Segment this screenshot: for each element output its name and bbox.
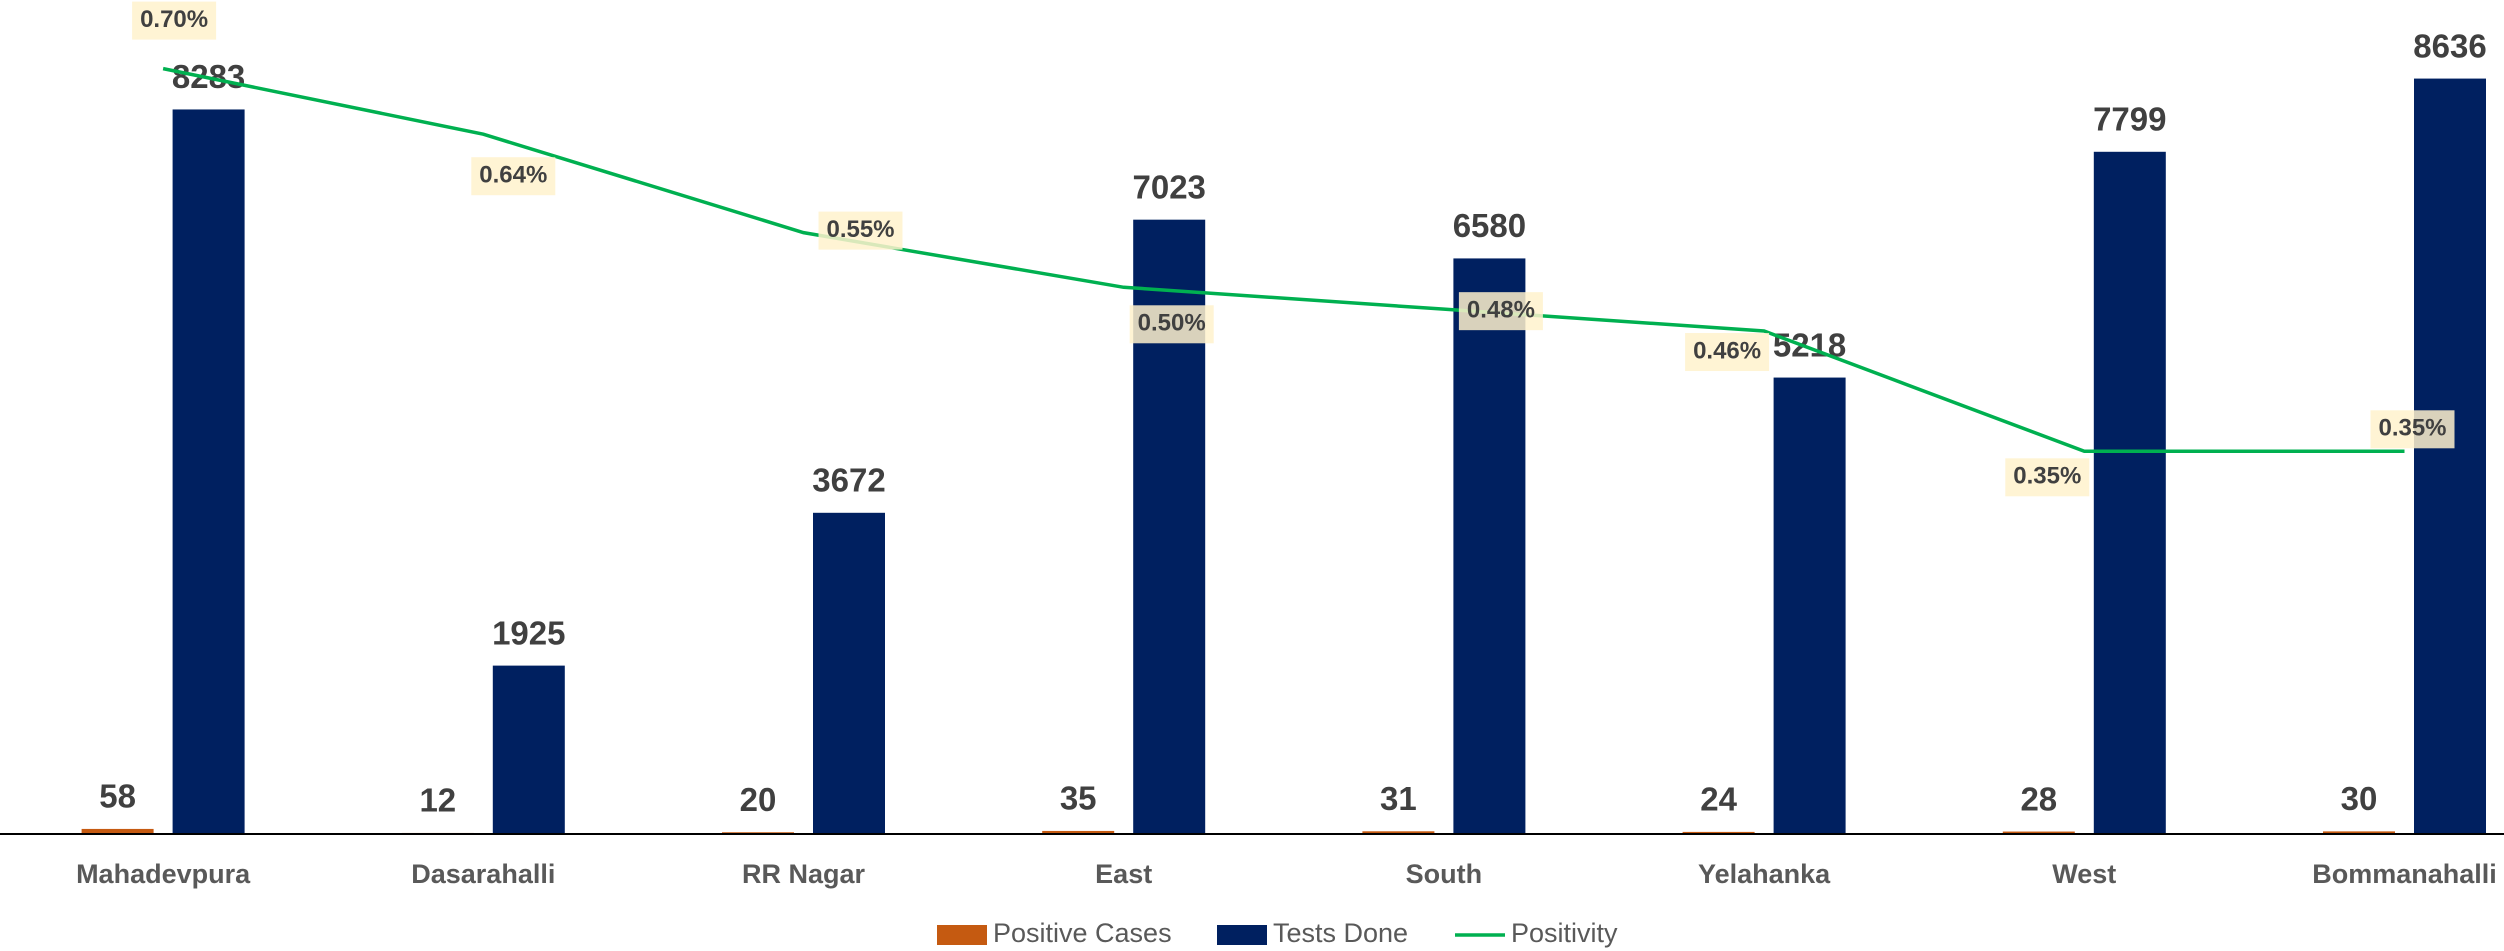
- x-tick-label: Bommanahalli: [2312, 859, 2497, 889]
- bar: [1042, 830, 1115, 834]
- data-label: 7023: [1132, 168, 1205, 205]
- legend-swatch: [937, 925, 987, 945]
- data-label: 20: [740, 781, 777, 818]
- bar: [1773, 377, 1846, 834]
- data-label: 3672: [812, 462, 885, 499]
- data-label: 7799: [2093, 101, 2166, 138]
- label-box: [471, 157, 556, 196]
- data-label: 24: [1700, 781, 1737, 818]
- data-label: 0.70%: [140, 6, 208, 33]
- data-label: 0.50%: [1138, 310, 1206, 337]
- data-label: 0.48%: [1467, 297, 1535, 324]
- data-label: 0.64%: [479, 162, 547, 189]
- data-label: 6580: [1453, 207, 1526, 244]
- x-tick-label: West: [2052, 859, 2116, 889]
- bar: [2093, 151, 2166, 835]
- bar: [81, 828, 154, 834]
- data-label: 1925: [492, 614, 565, 651]
- x-tick-label: RR Nagar: [742, 859, 866, 889]
- label-box: [2370, 410, 2455, 449]
- data-label: 12: [419, 782, 456, 819]
- data-label: 0.55%: [826, 216, 894, 243]
- x-tick-label: Dasarahalli: [411, 859, 555, 889]
- legend-label: Positivity: [1511, 918, 1618, 948]
- data-label: 8636: [2413, 27, 2486, 64]
- x-tick-label: Yelahanka: [1698, 859, 1831, 889]
- data-label: 0.35%: [2013, 463, 2081, 490]
- legend-label: Tests Done: [1273, 918, 1408, 948]
- data-label: 35: [1060, 780, 1097, 817]
- data-label: 0.46%: [1693, 337, 1761, 364]
- data-label: 28: [2020, 780, 2057, 817]
- x-tick-label: East: [1095, 859, 1152, 889]
- data-label: 31: [1380, 780, 1417, 817]
- bar: [1453, 258, 1526, 834]
- label-box: [1129, 305, 1214, 344]
- label-box: [1685, 333, 1770, 372]
- legend-swatch: [1217, 925, 1267, 945]
- legend-label: Positive Cases: [993, 918, 1172, 948]
- data-label: 30: [2341, 780, 2378, 817]
- data-label: 58: [99, 778, 136, 815]
- label-box: [2005, 458, 2090, 497]
- bar: [172, 109, 245, 835]
- label-box: [1458, 292, 1543, 331]
- bar: [1362, 831, 1435, 834]
- bar: [813, 512, 885, 834]
- data-label: 0.35%: [2378, 415, 2446, 442]
- bar: [2323, 831, 2395, 834]
- line: [162, 66, 2405, 454]
- bar: [492, 665, 565, 834]
- bar: [2002, 831, 2075, 834]
- bar: [1682, 831, 1755, 834]
- label-box: [132, 1, 217, 40]
- bar: [2414, 78, 2486, 834]
- x-tick-label: Mahadevpura: [76, 859, 251, 889]
- x-tick-label: South: [1406, 859, 1482, 889]
- label-box: [818, 211, 903, 250]
